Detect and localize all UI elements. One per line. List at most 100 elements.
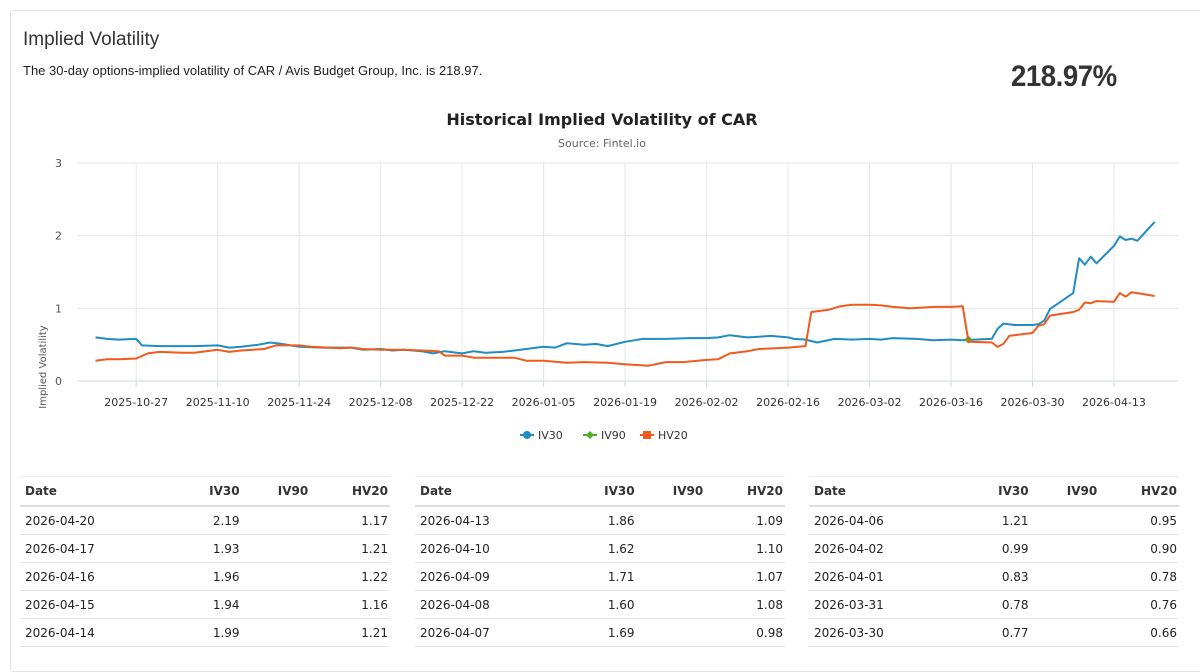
cell-iv30: 1.69 bbox=[567, 618, 637, 647]
x-tick-label: 2026-04-13 bbox=[1082, 396, 1146, 409]
cell-iv90 bbox=[636, 562, 706, 591]
table-row: 2026-04-09 1.71 1.07 bbox=[415, 562, 785, 591]
series-line-iv30 bbox=[95, 221, 1156, 355]
table-row: 2026-04-13 1.86 1.09 bbox=[415, 506, 785, 535]
col-iv30: IV30 bbox=[961, 476, 1031, 507]
cell-date: 2026-04-06 bbox=[809, 506, 962, 535]
cell-date: 2026-04-17 bbox=[20, 534, 173, 563]
cell-iv90 bbox=[1030, 618, 1100, 647]
legend-label: HV20 bbox=[658, 429, 688, 442]
cell-date: 2026-04-02 bbox=[809, 534, 962, 563]
cell-iv90 bbox=[636, 618, 706, 647]
cell-date: 2026-03-30 bbox=[809, 618, 962, 647]
y-tick-label: 0 bbox=[55, 375, 62, 388]
current-iv-value: 218.97% bbox=[1011, 60, 1117, 93]
cell-hv20: 1.09 bbox=[705, 506, 785, 535]
cell-hv20: 1.16 bbox=[310, 590, 390, 619]
iv-table-2: Date IV30 IV90 HV20 2026-04-13 1.86 1.09 20… bbox=[415, 476, 785, 647]
cell-hv20: 1.21 bbox=[310, 618, 390, 647]
col-iv90: IV90 bbox=[1030, 476, 1100, 507]
cell-iv30: 0.77 bbox=[961, 618, 1031, 647]
table-row: 2026-04-14 1.99 1.21 bbox=[20, 618, 390, 647]
cell-iv90 bbox=[241, 590, 311, 619]
cell-date: 2026-04-10 bbox=[415, 534, 568, 563]
chart-title: Historical Implied Volatility of CAR bbox=[446, 110, 757, 129]
cell-iv30: 1.62 bbox=[567, 534, 637, 563]
cell-date: 2026-04-15 bbox=[20, 590, 173, 619]
legend-item-iv90[interactable]: IV90 bbox=[583, 429, 626, 442]
legend-item-hv20[interactable]: HV20 bbox=[640, 429, 688, 442]
cell-hv20: 0.95 bbox=[1099, 506, 1179, 535]
chart-subtitle: Source: Fintel.io bbox=[558, 137, 646, 150]
col-iv90: IV90 bbox=[636, 476, 706, 507]
cell-iv30: 1.96 bbox=[172, 562, 242, 591]
y-axis-label: Implied Volatility bbox=[38, 325, 49, 409]
iv-line-chart: Historical Implied Volatility of CAR Sou… bbox=[38, 110, 1178, 442]
cell-iv90 bbox=[241, 506, 311, 535]
cell-date: 2026-04-01 bbox=[809, 562, 962, 591]
col-iv90: IV90 bbox=[241, 476, 311, 507]
col-iv30: IV30 bbox=[567, 476, 637, 507]
col-hv20: HV20 bbox=[1099, 476, 1179, 507]
legend-item-iv30[interactable]: IV30 bbox=[520, 429, 563, 442]
col-hv20: HV20 bbox=[705, 476, 785, 507]
cell-hv20: 0.98 bbox=[705, 618, 785, 647]
table-row: 2026-04-10 1.62 1.10 bbox=[415, 534, 785, 563]
section-description: The 30-day options-implied volatility of… bbox=[23, 63, 483, 78]
cell-iv30: 0.83 bbox=[961, 562, 1031, 591]
cell-date: 2026-04-08 bbox=[415, 590, 568, 619]
x-tick-label: 2025-11-10 bbox=[186, 396, 250, 409]
legend-marker bbox=[523, 431, 531, 439]
x-tick-label: 2026-03-16 bbox=[919, 396, 983, 409]
cell-hv20: 1.22 bbox=[310, 562, 390, 591]
iv-table-1: Date IV30 IV90 HV20 2026-04-20 2.19 1.17 20… bbox=[20, 476, 390, 647]
cell-hv20: 0.66 bbox=[1099, 618, 1179, 647]
cell-hv20: 1.08 bbox=[705, 590, 785, 619]
y-tick-label: 1 bbox=[55, 302, 62, 315]
cell-iv30: 1.71 bbox=[567, 562, 637, 591]
cell-hv20: 1.10 bbox=[705, 534, 785, 563]
col-date: Date bbox=[415, 476, 568, 507]
cell-iv30: 1.86 bbox=[567, 506, 637, 535]
table-row: 2026-04-16 1.96 1.22 bbox=[20, 562, 390, 591]
cell-iv30: 0.78 bbox=[961, 590, 1031, 619]
cell-iv30: 1.94 bbox=[172, 590, 242, 619]
x-tick-label: 2025-11-24 bbox=[267, 396, 331, 409]
iv-table-3: Date IV30 IV90 HV20 2026-04-06 1.21 0.95 20… bbox=[809, 476, 1179, 647]
cell-hv20: 0.76 bbox=[1099, 590, 1179, 619]
cell-iv90 bbox=[636, 506, 706, 535]
cell-date: 2026-04-20 bbox=[20, 506, 173, 535]
cell-iv30: 1.93 bbox=[172, 534, 242, 563]
cell-iv90 bbox=[1030, 534, 1100, 563]
cell-date: 2026-04-14 bbox=[20, 618, 173, 647]
cell-date: 2026-04-13 bbox=[415, 506, 568, 535]
x-tick-label: 2025-10-27 bbox=[104, 396, 168, 409]
table-row: 2026-04-17 1.93 1.21 bbox=[20, 534, 390, 563]
cell-iv90 bbox=[241, 618, 311, 647]
cell-iv90 bbox=[1030, 506, 1100, 535]
col-date: Date bbox=[20, 476, 173, 507]
table-row: 2026-04-01 0.83 0.78 bbox=[809, 562, 1179, 591]
table-row: 2026-04-06 1.21 0.95 bbox=[809, 506, 1179, 535]
cell-iv90 bbox=[636, 590, 706, 619]
y-tick-label: 3 bbox=[55, 157, 62, 170]
cell-date: 2026-04-16 bbox=[20, 562, 173, 591]
cell-iv30: 1.60 bbox=[567, 590, 637, 619]
legend-label: IV90 bbox=[601, 429, 626, 442]
table-row: 2026-04-08 1.60 1.08 bbox=[415, 590, 785, 619]
x-tick-label: 2025-12-08 bbox=[349, 396, 413, 409]
cell-iv90 bbox=[1030, 562, 1100, 591]
cell-hv20: 0.78 bbox=[1099, 562, 1179, 591]
cell-iv30: 1.99 bbox=[172, 618, 242, 647]
table-row: 2026-04-07 1.69 0.98 bbox=[415, 618, 785, 647]
cell-hv20: 0.90 bbox=[1099, 534, 1179, 563]
cell-iv90 bbox=[241, 562, 311, 591]
cell-date: 2026-04-07 bbox=[415, 618, 568, 647]
col-iv30: IV30 bbox=[172, 476, 242, 507]
legend-marker bbox=[586, 431, 594, 439]
legend-label: IV30 bbox=[538, 429, 563, 442]
table-row: 2026-03-30 0.77 0.66 bbox=[809, 618, 1179, 647]
cell-hv20: 1.17 bbox=[310, 506, 390, 535]
x-tick-label: 2026-03-30 bbox=[1001, 396, 1065, 409]
cell-hv20: 1.21 bbox=[310, 534, 390, 563]
